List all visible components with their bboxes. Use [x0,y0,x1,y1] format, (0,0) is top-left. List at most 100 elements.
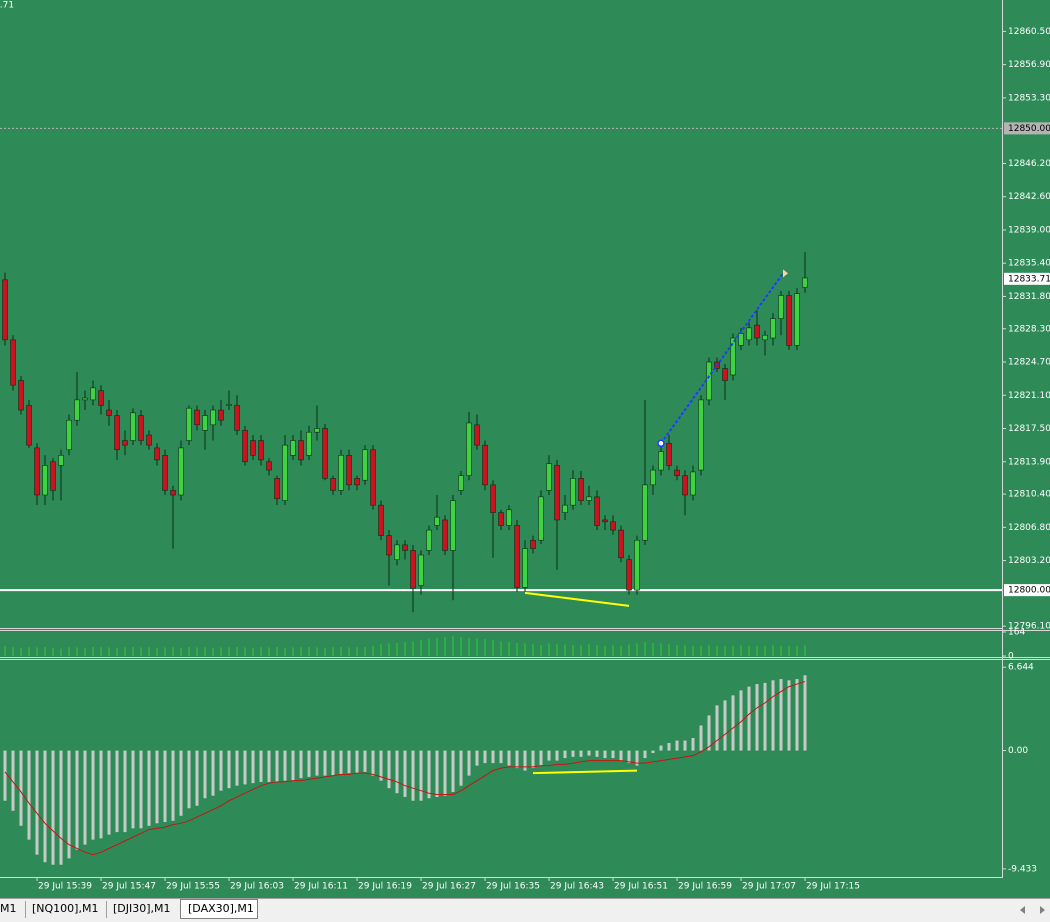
tab-label: [NQ100],M1 [32,902,98,915]
candle-body [258,440,264,461]
candle-body [282,444,288,501]
trendline [532,769,638,775]
candle-body [290,440,296,456]
macd-bar [363,750,367,772]
macd-bar [387,750,391,789]
macd-bar [243,750,247,785]
macd-bar [451,750,455,792]
x-tick-label: 29 Jul 16:27 [422,882,476,892]
candle-body [666,442,672,466]
candle-body [626,559,632,591]
active-tab-box [180,899,258,919]
candle-body [746,327,752,341]
candle-body [530,539,536,549]
candle-body [562,504,568,513]
candle-body [690,471,696,496]
y-tick-label: 12796.10 [1008,622,1050,632]
macd-bar [83,750,87,845]
macd-bar [755,684,759,751]
y-tick-label: 12824.70 [1008,358,1050,368]
candle-body [314,428,320,433]
y-tick-label: 12853.30 [1008,93,1050,103]
tab[interactable]: M1 [0,902,17,915]
macd-bar [739,690,743,751]
candle-body [106,409,112,416]
candle-body [218,409,224,421]
x-tick-label: 29 Jul 15:47 [102,882,156,892]
macd-bar [435,750,439,797]
macd-bar [507,750,511,766]
macd-bar [19,750,23,826]
macd-bar [651,750,655,754]
x-tick-label: 29 Jul 15:39 [38,882,92,892]
macd-bar [139,750,143,829]
macd-bar [107,750,111,835]
candle-body [762,334,768,341]
macd-bar [75,750,79,850]
macd-bar [163,750,167,823]
y-tick-label: 12803.20 [1008,556,1050,566]
macd-bar [803,675,807,751]
candle-body [354,478,360,486]
candle-body [610,521,616,531]
y-tick-label: -9.433 [1008,864,1037,874]
macd-bar [59,750,63,865]
candle-body [2,279,8,341]
y-tick-label: 6.644 [1008,663,1034,673]
x-tick-label: 29 Jul 15:55 [166,882,220,892]
macd-bar [667,743,671,751]
macd-bar [379,750,383,781]
candle-body [802,277,808,288]
macd-bar [659,745,663,751]
macd-bar [267,750,271,782]
candle-body [770,318,776,339]
macd-bar [491,750,495,764]
price-level-label: 12833.71 [1008,274,1050,284]
candle-body [546,463,552,491]
y-tick-label: 12821.10 [1008,391,1050,401]
macd-bar [299,750,303,779]
x-tick-label: 29 Jul 16:19 [358,882,412,892]
macd-bar [347,750,351,774]
macd-bar [283,750,287,781]
candle-body [706,361,712,401]
candle-body [298,440,304,461]
candle-body [178,447,184,496]
active-tab[interactable]: [DAX30],M1 [180,899,258,919]
candle-body [154,447,160,461]
candle-body [394,544,400,560]
y-tick-label: 164 [1008,628,1025,638]
macd-bar [251,750,255,784]
candle-body [722,368,728,381]
scroll-right[interactable] [1040,906,1045,914]
candle-body [730,337,736,376]
candle-body [442,519,448,551]
trendline [524,591,630,607]
x-tick-label: 29 Jul 17:15 [806,882,860,892]
macd-bar [35,750,39,855]
candle-body [674,469,680,476]
candle-body [466,422,472,476]
x-tick-label: 29 Jul 16:43 [550,882,604,892]
tab[interactable]: [DJI30],M1 [113,902,171,915]
macd-bar [339,750,343,775]
macd-bar [547,750,551,761]
macd-bar [123,750,127,833]
y-tick-label: 12813.90 [1008,457,1050,467]
macd-bar [707,715,711,751]
candle-body [210,409,216,426]
macd-bar [731,695,735,751]
candle-body [114,415,120,451]
y-tick-label: 12860.50 [1008,27,1050,37]
candle-body [226,404,232,406]
macd-bar [115,750,119,833]
scroll-left[interactable] [1020,906,1025,914]
trendline-anchor [657,439,665,448]
candle-body [594,496,600,526]
macd-bar [595,750,599,757]
y-tick-label: 12842.60 [1008,192,1050,202]
candle-body [650,469,656,486]
tab[interactable]: [NQ100],M1 [32,902,98,915]
macd-bar [403,750,407,797]
